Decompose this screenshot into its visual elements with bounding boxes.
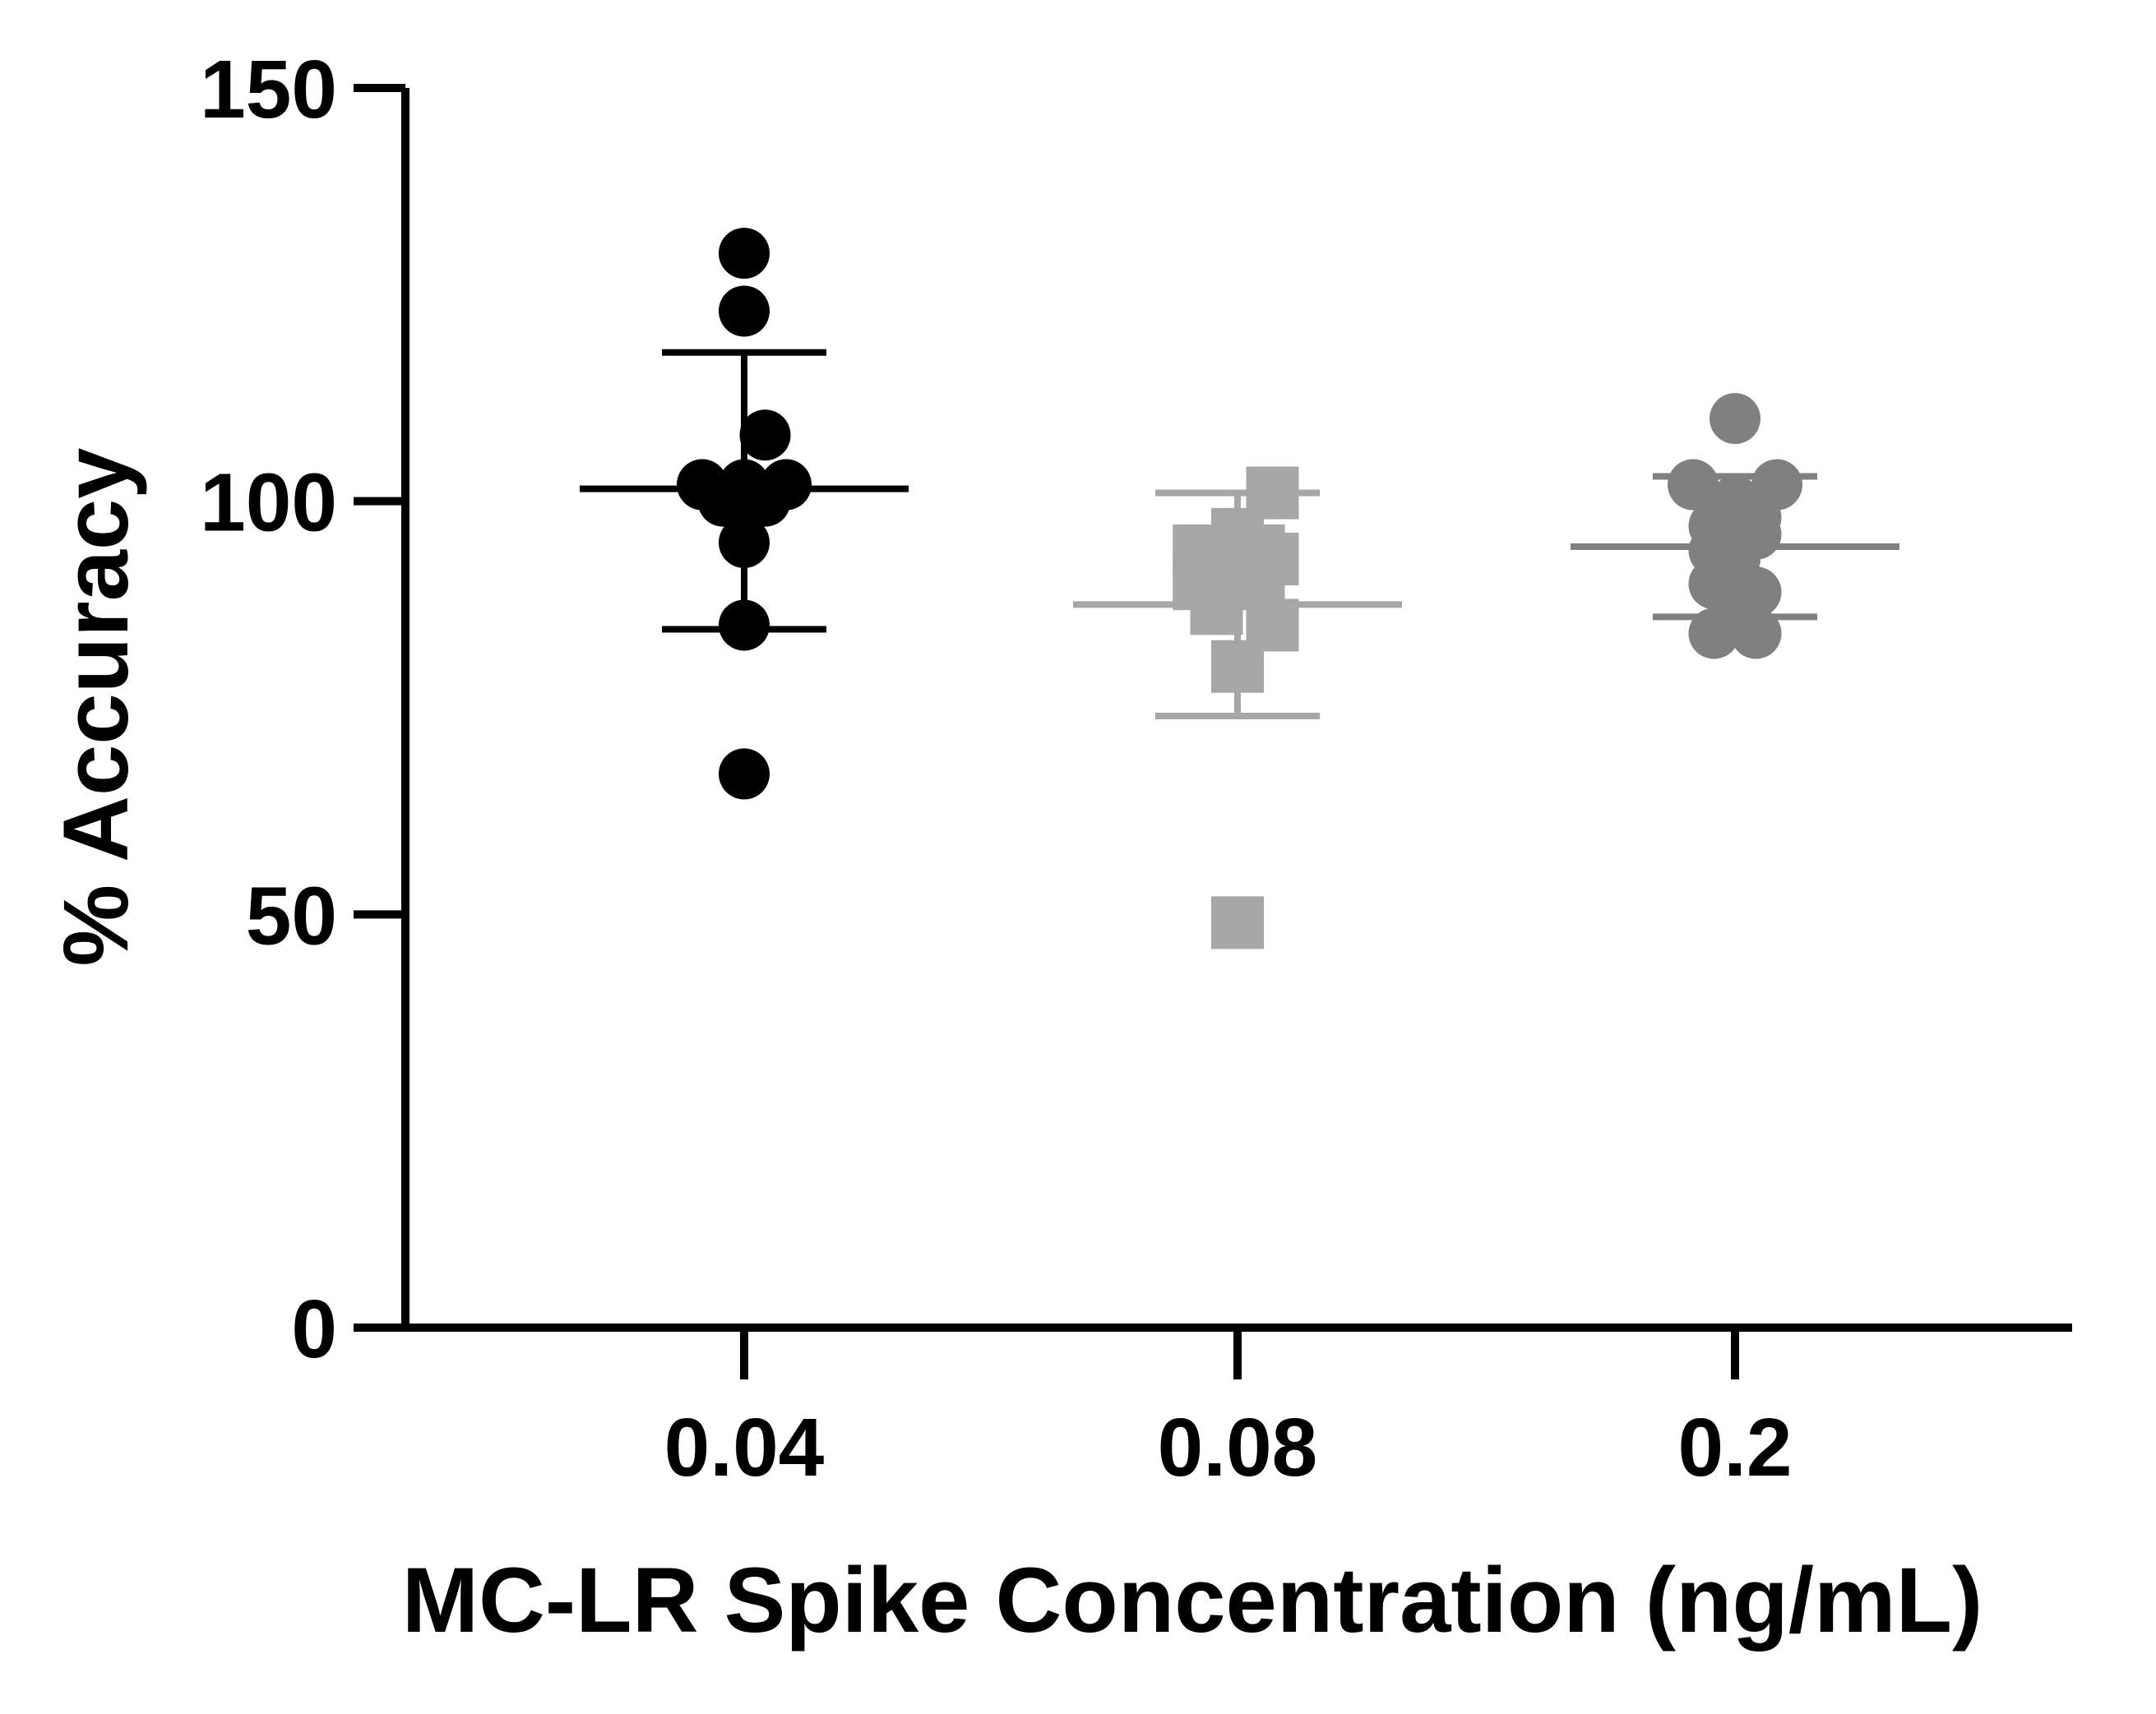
series-0.04 xyxy=(580,228,909,800)
x-tick-label: 0.04 xyxy=(664,1402,825,1494)
x-tick-label: 0.08 xyxy=(1158,1402,1318,1494)
data-point xyxy=(1688,608,1740,659)
data-point xyxy=(1730,608,1782,659)
data-point xyxy=(1710,393,1760,445)
y-ticks: 0 50 100 150 xyxy=(200,44,405,1375)
x-axis-label: MC-LR Spike Concentration (ng/mL) xyxy=(402,1549,1983,1652)
x-tick-label: 0.2 xyxy=(1677,1402,1792,1494)
series-0.08 xyxy=(1073,466,1402,949)
y-tick-label: 50 xyxy=(246,870,337,962)
data-marks xyxy=(580,228,1899,949)
y-tick-label: 0 xyxy=(291,1283,337,1375)
data-point xyxy=(719,285,770,337)
y-axis-label: % Accuracy xyxy=(44,448,147,967)
y-tick-label: 100 xyxy=(200,457,337,549)
data-point xyxy=(719,228,770,280)
series-0.2 xyxy=(1571,393,1899,659)
data-point xyxy=(1211,896,1264,949)
data-point xyxy=(719,748,770,800)
y-tick-label: 150 xyxy=(200,44,337,136)
axes xyxy=(354,88,2072,1332)
data-point xyxy=(1190,582,1243,635)
x-ticks: 0.04 0.08 0.2 xyxy=(664,1328,1793,1494)
data-point xyxy=(739,409,791,461)
data-point xyxy=(1668,459,1719,511)
